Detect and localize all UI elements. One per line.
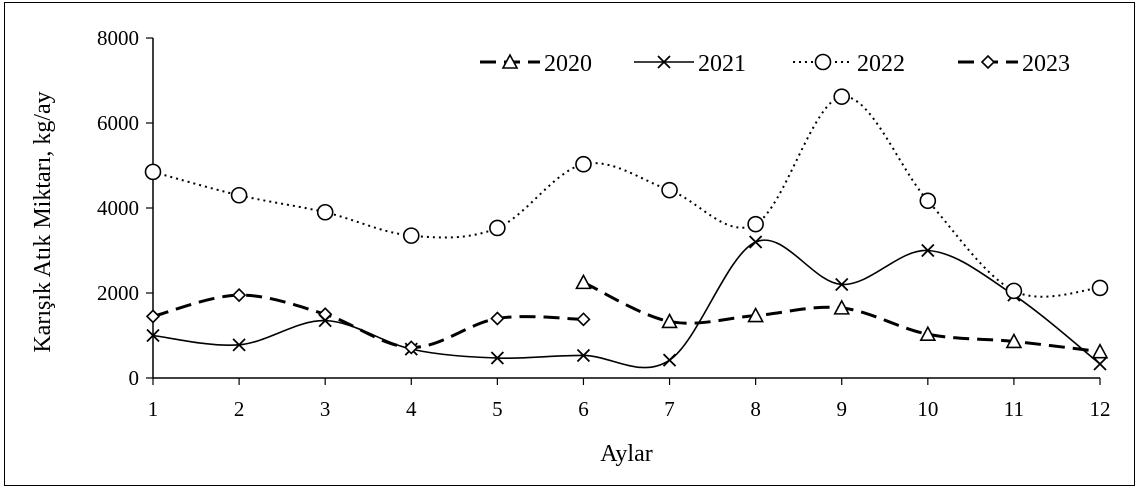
- series-2021-point: [835, 277, 849, 292]
- legend-entry-2023: 2023: [958, 51, 1070, 77]
- chart-frame: [4, 2, 1135, 486]
- series-2022-point: [144, 163, 162, 181]
- x-tick-label: 10: [917, 397, 938, 421]
- legend-swatch-marker: [501, 53, 519, 69]
- series-2020-point: [575, 273, 592, 290]
- legend-label: 2023: [1022, 51, 1070, 77]
- series-2021-point: [1093, 357, 1107, 371]
- x-tick-label: 2: [234, 397, 245, 421]
- series-2020-line: [582, 281, 1101, 354]
- series-2020: [575, 273, 1109, 359]
- series-2021: [146, 235, 1107, 371]
- series-2020-point: [919, 325, 937, 342]
- legend-swatch-marker: [980, 54, 996, 70]
- legend-label: 2022: [857, 51, 905, 77]
- y-tick-label: 8000: [97, 26, 139, 50]
- x-tick-label: 7: [664, 397, 675, 421]
- y-tick-label: 6000: [97, 111, 139, 135]
- x-tick-label: 8: [750, 397, 761, 421]
- x-tick-label: 5: [492, 397, 503, 421]
- series-2020-point: [1005, 332, 1023, 349]
- legend-label: 2020: [544, 51, 592, 77]
- series-2022-point: [575, 155, 592, 173]
- legend-swatch-marker: [657, 55, 671, 69]
- series-2021-point: [662, 353, 677, 367]
- y-tick-label: 2000: [97, 281, 139, 305]
- series-2022-line: [152, 95, 1101, 298]
- series-2022: [144, 88, 1109, 300]
- x-axis-title: Aylar: [600, 441, 652, 467]
- x-tick-label: 6: [578, 397, 589, 421]
- series-2020-point: [747, 306, 764, 323]
- legend-entry-2022: 2022: [793, 51, 905, 77]
- series-layer: [144, 88, 1109, 371]
- x-tick-label: 9: [836, 397, 847, 421]
- series-2022-point: [489, 219, 506, 237]
- series-2022-point: [1005, 282, 1023, 300]
- y-tick-label: 4000: [97, 196, 139, 220]
- series-2023-point: [231, 287, 247, 303]
- series-2023-point: [318, 307, 333, 322]
- legend-entry-2021: 2021: [634, 51, 746, 77]
- x-tick-label: 4: [406, 397, 417, 421]
- series-2020-point: [661, 312, 678, 329]
- x-tick-label: 1: [148, 397, 159, 421]
- x-tick-label: 11: [1004, 397, 1024, 421]
- x-tick-label: 12: [1090, 397, 1111, 421]
- series-2022-point: [747, 215, 764, 233]
- series-2021-point: [921, 243, 935, 258]
- series-2021-point: [490, 351, 505, 365]
- series-2021-point: [576, 348, 591, 363]
- series-2023: [145, 287, 591, 355]
- series-2021-point: [748, 235, 763, 249]
- series-2022-point: [1091, 279, 1109, 297]
- y-tick-label: 0: [129, 366, 140, 390]
- series-2022-point: [230, 186, 248, 204]
- legend-entry-2020: 2020: [480, 51, 592, 77]
- x-tick-label: 3: [320, 397, 331, 421]
- series-2020-point: [1091, 342, 1109, 359]
- series-2023-point: [576, 312, 591, 327]
- series-2022-point: [833, 88, 851, 105]
- series-2023-point: [145, 309, 161, 324]
- series-2023-point: [490, 311, 505, 326]
- series-2022-point: [402, 227, 420, 244]
- legend: 2020 2021 2022 2023: [480, 51, 1070, 77]
- series-2021-point: [232, 338, 246, 352]
- series-2020-point: [833, 299, 851, 315]
- legend-label: 2021: [698, 51, 746, 77]
- series-2023-line: [152, 293, 584, 349]
- series-2022-point: [316, 203, 334, 221]
- series-2022-point: [661, 181, 678, 199]
- series-2023-point: [404, 340, 419, 355]
- series-2022-point: [919, 192, 937, 210]
- legend-swatch-marker: [814, 53, 832, 71]
- y-axis-title: Karışık Atık Miktarı, kg/ay: [30, 91, 56, 352]
- series-2021-point: [146, 328, 160, 343]
